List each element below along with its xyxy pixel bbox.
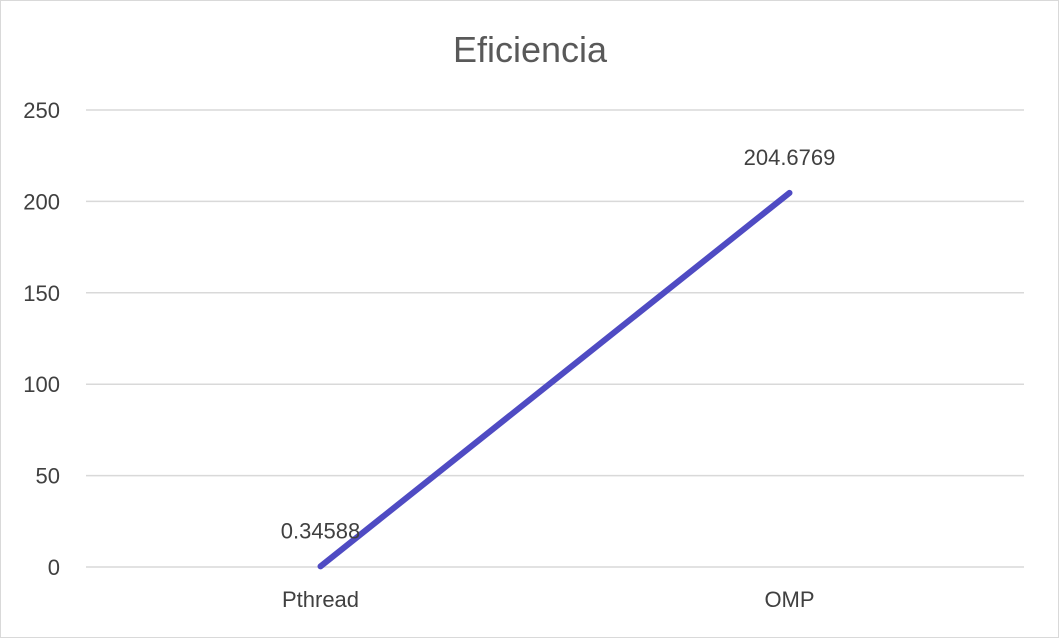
x-tick-label: OMP	[764, 587, 814, 612]
y-tick-label: 250	[23, 98, 60, 123]
y-tick-label: 150	[23, 281, 60, 306]
gridlines	[86, 109, 1024, 568]
y-tick-label: 0	[48, 555, 60, 580]
x-tick-label: Pthread	[282, 587, 359, 612]
y-tick-label: 200	[23, 189, 60, 214]
series-line	[317, 189, 793, 570]
data-labels: 0.34588 204.6769	[281, 145, 836, 544]
y-axis-ticks: 0 50 100 150 200 250	[23, 98, 60, 580]
x-axis-ticks: Pthread OMP	[282, 587, 815, 612]
data-label: 0.34588	[281, 518, 361, 543]
data-label: 204.6769	[744, 145, 836, 170]
series-layer	[317, 189, 793, 570]
y-tick-label: 50	[36, 464, 60, 489]
y-tick-label: 100	[23, 372, 60, 397]
chart-title: Eficiencia	[453, 29, 608, 70]
